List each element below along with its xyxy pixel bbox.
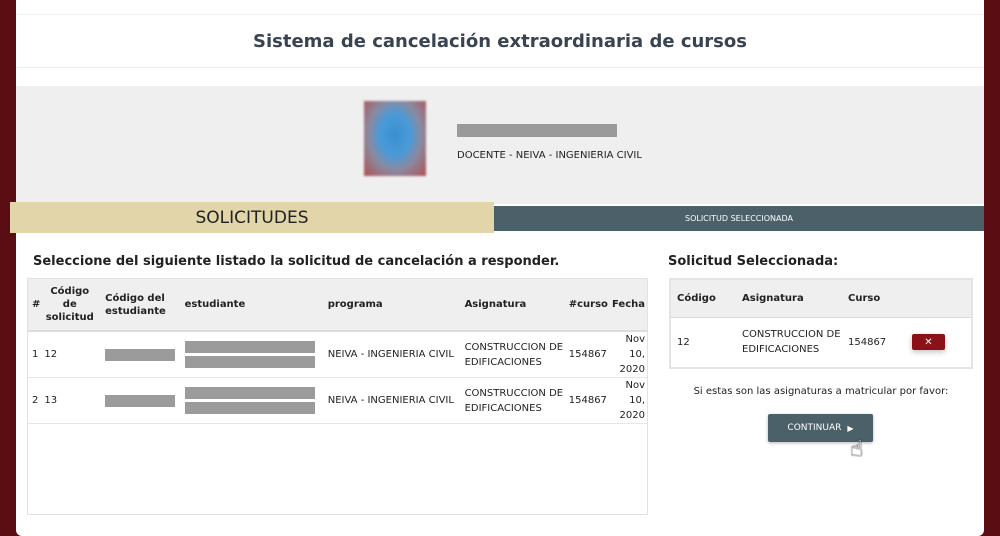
- continue-label: CONTINUAR: [787, 423, 842, 433]
- tab-solicitud-seleccionada[interactable]: SOLICITUD SELECCIONADA: [494, 206, 984, 231]
- date: Nov 10, 2020: [609, 331, 647, 378]
- col-header: Código del estudiante: [97, 279, 183, 332]
- col-header: Asignatura: [736, 280, 842, 318]
- request-code: 12: [677, 336, 690, 348]
- redacted-student-name: [184, 356, 315, 368]
- request-code: 13: [42, 377, 98, 424]
- redacted-student-code: [105, 394, 176, 407]
- subject: CONSTRUCCION DE EDIFICACIONES: [462, 331, 567, 378]
- redacted-student-name: [184, 341, 315, 353]
- table-row: 12 CONSTRUCCION DE EDIFICACIONES 154867 …: [671, 317, 971, 367]
- divider: [16, 14, 984, 15]
- selected-title: Solicitud Seleccionada:: [668, 254, 839, 269]
- selected-table-container: Código Asignatura Curso 12 CONSTRUCCION …: [669, 278, 973, 369]
- col-header: Código de solicitud: [42, 279, 98, 332]
- remove-button[interactable]: ✕: [912, 334, 945, 351]
- selected-table: Código Asignatura Curso 12 CONSTRUCCION …: [671, 280, 971, 367]
- col-header: programa: [325, 279, 463, 332]
- col-header: Código: [671, 280, 736, 318]
- play-icon: ▶: [847, 423, 854, 433]
- requests-table: # Código de solicitud Código del estudia…: [28, 279, 647, 424]
- subject: CONSTRUCCION DE EDIFICACIONES: [742, 329, 841, 356]
- course: 154867: [848, 336, 887, 348]
- subject: CONSTRUCCION DE EDIFICACIONES: [462, 377, 567, 424]
- close-icon: ✕: [924, 336, 933, 348]
- table-row[interactable]: 1 12 NEIVA - INGENIERIA CIVIL CONSTRUCCI…: [28, 331, 647, 378]
- continue-button[interactable]: CONTINUAR ▶: [768, 414, 873, 442]
- list-title: Seleccione del siguiente listado la soli…: [33, 254, 560, 269]
- program: NEIVA - INGENIERIA CIVIL: [325, 377, 463, 424]
- page-header: Sistema de cancelación extraordinaria de…: [16, 15, 984, 68]
- row-number: 1: [28, 331, 43, 378]
- col-header: #curso: [566, 279, 610, 332]
- col-header: #: [28, 279, 43, 332]
- col-header: Curso: [842, 280, 906, 318]
- course: 154867: [566, 377, 610, 424]
- user-role: DOCENTE - NEIVA - INGENIERIA CIVIL: [457, 150, 642, 161]
- date: Nov 10, 2020: [609, 377, 647, 424]
- course: 154867: [566, 331, 610, 378]
- instruction-text: Si estas son las asignaturas a matricula…: [693, 386, 949, 397]
- page-title: Sistema de cancelación extraordinaria de…: [253, 30, 747, 52]
- profile-section: DOCENTE - NEIVA - INGENIERIA CIVIL: [16, 86, 984, 204]
- requests-table-container: # Código de solicitud Código del estudia…: [27, 278, 648, 515]
- redacted-student-name: [184, 402, 315, 414]
- row-number: 2: [28, 377, 43, 424]
- program: NEIVA - INGENIERIA CIVIL: [325, 331, 463, 378]
- col-header: estudiante: [182, 279, 326, 332]
- redacted-student-code: [105, 348, 176, 361]
- col-header: Asignatura: [462, 279, 567, 332]
- request-code: 12: [42, 331, 98, 378]
- redacted-student-name: [184, 387, 315, 399]
- table-row[interactable]: 2 13 NEIVA - INGENIERIA CIVIL CONSTRUCCI…: [28, 377, 647, 424]
- redacted-name: [457, 124, 617, 137]
- hand-cursor-icon: ☝: [850, 437, 864, 462]
- avatar: [364, 101, 426, 176]
- tab-solicitudes[interactable]: SOLICITUDES: [10, 202, 494, 233]
- col-header: Fecha: [609, 279, 647, 332]
